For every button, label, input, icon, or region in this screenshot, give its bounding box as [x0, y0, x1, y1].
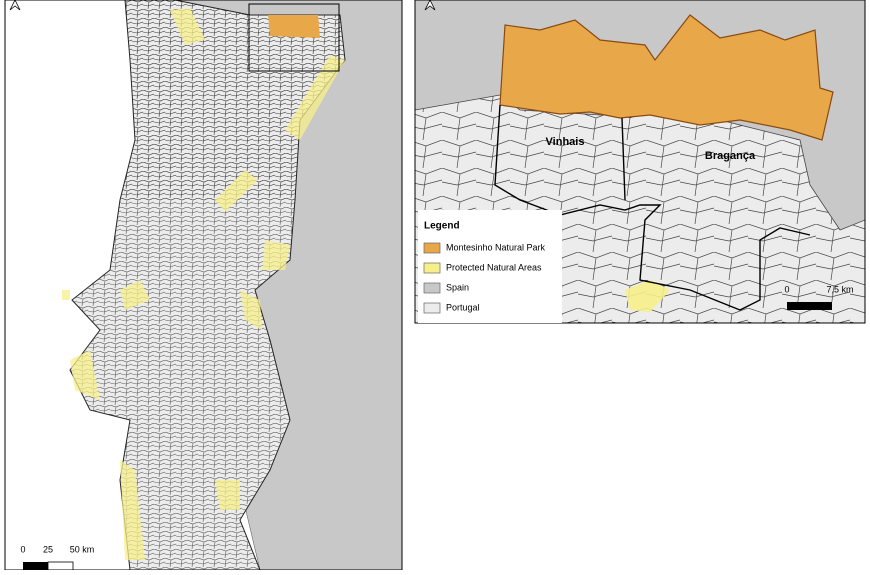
overview-map [5, 0, 402, 570]
protected-areas [62, 8, 345, 560]
scale-label: 7,5 km [826, 284, 853, 294]
legend-title: Legend [424, 221, 460, 232]
scale-label: 50 km [70, 544, 95, 554]
legend: Legend Montesinho Natural Park Protected … [418, 210, 562, 323]
montesinho-park [499, 14, 834, 141]
legend-swatch [423, 282, 441, 294]
legend-swatch [423, 302, 441, 314]
scale-label: 0 [784, 284, 789, 294]
legend-label: Montesinho Natural Park [446, 242, 546, 252]
place-label: Vinhais [546, 136, 585, 148]
legend-label: Protected Natural Areas [446, 262, 542, 272]
legend-swatch [423, 242, 441, 254]
scale-label: 25 [43, 544, 53, 554]
scale-label: 0 [20, 544, 25, 554]
legend-label: Spain [446, 282, 469, 292]
place-label: Bragança [705, 150, 756, 162]
legend-label: Portugal [446, 302, 480, 312]
legend-swatch [423, 262, 441, 274]
